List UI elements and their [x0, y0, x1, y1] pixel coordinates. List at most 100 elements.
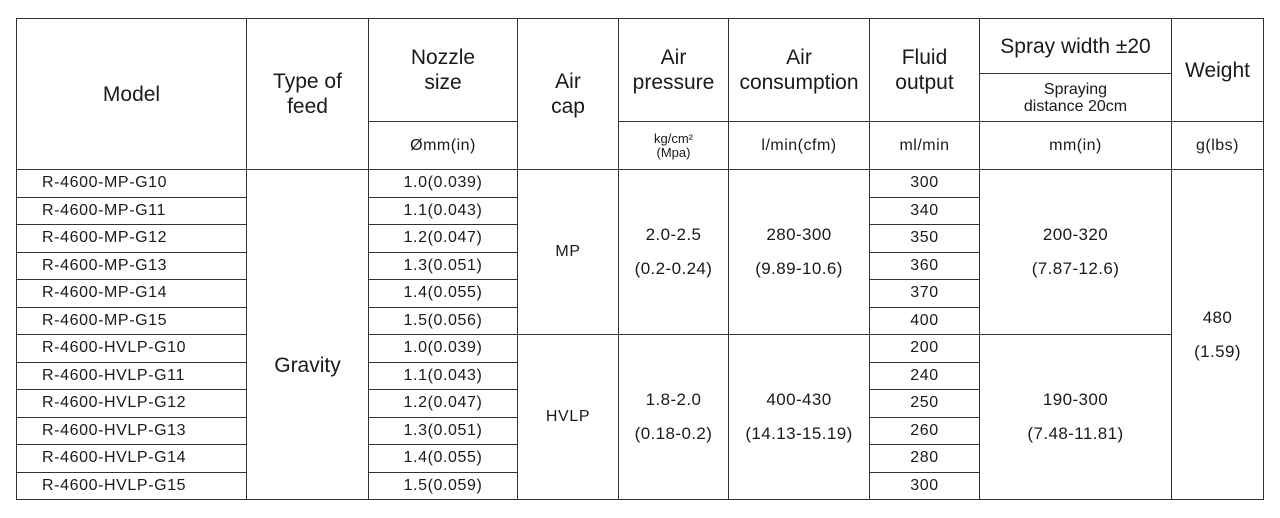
spray-width-cell: 200-320 (7.87-12.6) — [979, 169, 1172, 335]
feed-type-cell: Gravity — [246, 169, 369, 500]
model-cell: R-4600-MP-G11 — [16, 196, 247, 225]
units-row: Ømm(in) kg/cm² (Mpa) l/min(cfm) ml/min m… — [17, 121, 1264, 170]
unit-spray: mm(in) — [979, 121, 1172, 170]
header-type-of-feed-line1: Type of — [273, 70, 342, 93]
spec-table: Model Type of feed Nozzle size Air cap A… — [16, 18, 1264, 500]
nozzle-size-cell: 1.3(0.051) — [368, 416, 518, 445]
nozzle-size-cell: 1.5(0.056) — [368, 306, 518, 335]
unit-weight-text: g(lbs) — [1195, 136, 1239, 154]
unit-spray-text: mm(in) — [1049, 136, 1102, 154]
fluid-output-cell: 260 — [869, 416, 980, 445]
weight-cell: 480 (1.59) — [1171, 169, 1264, 500]
air-pressure-line1: 2.0-2.5 — [645, 225, 702, 244]
model-cell: R-4600-HVLP-G15 — [16, 471, 247, 500]
header-air-consumption-line1: Air — [786, 46, 812, 69]
fluid-output-cell: 250 — [869, 389, 980, 418]
air-cap-cell: HVLP — [517, 334, 619, 500]
fluid-output-cell: 200 — [869, 334, 980, 363]
header-spraying-distance: Spraying distance 20cm — [979, 73, 1172, 122]
header-type-of-feed-line2: feed — [287, 95, 328, 118]
header-row: Model Type of feed Nozzle size Air cap A… — [16, 18, 1264, 170]
header-weight-text: Weight — [1185, 58, 1250, 82]
header-fluid-output-line1: Fluid — [901, 46, 948, 69]
header-air-cap-line1: Air — [555, 70, 581, 93]
header-air-consumption-line2: consumption — [739, 71, 859, 94]
air-consumption-cell: 280-300 (9.89-10.6) — [728, 169, 870, 335]
model-cell: R-4600-MP-G15 — [16, 306, 247, 335]
nozzle-size-cell: 1.0(0.039) — [368, 334, 518, 363]
fluid-output-cell: 400 — [869, 306, 980, 335]
header-spraying-distance-line1: Spraying — [1043, 80, 1108, 98]
header-model: Model — [16, 18, 247, 170]
header-air-cap-line2: cap — [551, 95, 585, 118]
model-cell: R-4600-MP-G12 — [16, 224, 247, 253]
weight-value-line1: 480 — [1202, 307, 1233, 327]
header-air-pressure-line2: pressure — [632, 71, 715, 94]
nozzle-size-cell: 1.0(0.039) — [368, 169, 518, 198]
nozzle-size-cell: 1.3(0.051) — [368, 251, 518, 280]
nozzle-size-cell: 1.4(0.055) — [368, 279, 518, 308]
header-spraying-distance-line2: distance 20cm — [1023, 97, 1128, 115]
table-row: R-4600-HVLP-G15 1.5(0.059) 300 — [16, 471, 1264, 500]
model-cell: R-4600-HVLP-G10 — [16, 334, 247, 363]
spray-width-line1: 200-320 — [1042, 225, 1109, 244]
air-consumption-cell: 400-430 (14.13-15.19) — [728, 334, 870, 500]
air-consumption-line1: 400-430 — [766, 390, 832, 409]
header-spray-width: Spray width ±20 — [979, 18, 1172, 74]
unit-nozzle: Ømm(in) — [368, 121, 518, 170]
weight-value-line2: (1.59) — [1194, 341, 1241, 361]
table-row: R-4600-MP-G14 1.4(0.055) 370 — [16, 279, 1264, 308]
header-spray-width-text: Spray width ±20 — [1000, 34, 1151, 58]
nozzle-size-cell: 1.2(0.047) — [368, 224, 518, 253]
header-type-of-feed: Type of feed — [246, 18, 369, 170]
spray-width-line1: 190-300 — [1042, 390, 1109, 409]
fluid-output-cell: 340 — [869, 196, 980, 225]
air-pressure-cell: 2.0-2.5 (0.2-0.24) — [618, 169, 729, 335]
header-nozzle-size-line1: Nozzle — [410, 46, 476, 69]
spray-width-line2: (7.48-11.81) — [1027, 424, 1124, 443]
table-row: R-4600-MP-G11 1.1(0.043) 340 — [16, 196, 1264, 225]
model-cell: R-4600-HVLP-G13 — [16, 416, 247, 445]
header-air-pressure-line1: Air — [660, 46, 687, 69]
header-model-text: Model — [102, 82, 161, 106]
model-cell: R-4600-MP-G10 — [16, 169, 247, 198]
spray-width-line2: (7.87-12.6) — [1031, 259, 1120, 278]
unit-weight: g(lbs) — [1171, 121, 1264, 170]
unit-fluid: ml/min — [869, 121, 980, 170]
fluid-output-cell: 370 — [869, 279, 980, 308]
nozzle-size-cell: 1.5(0.059) — [368, 471, 518, 500]
spray-width-cell: 190-300 (7.48-11.81) — [979, 334, 1172, 500]
fluid-output-cell: 280 — [869, 444, 980, 473]
header-air-cap: Air cap — [517, 18, 619, 170]
unit-pressure-line1: kg/cm² — [654, 130, 693, 146]
nozzle-size-cell: 1.2(0.047) — [368, 389, 518, 418]
table-row: R-4600-MP-G15 1.5(0.056) 400 — [16, 306, 1264, 335]
fluid-output-cell: 350 — [869, 224, 980, 253]
nozzle-size-cell: 1.4(0.055) — [368, 444, 518, 473]
fluid-output-cell: 300 — [869, 169, 980, 198]
table-row: R-4600-HVLP-G12 1.2(0.047) 250 — [16, 389, 1264, 418]
table-row: R-4600-MP-G12 1.2(0.047) 350 — [16, 224, 1264, 253]
model-cell: R-4600-MP-G14 — [16, 279, 247, 308]
model-cell: R-4600-MP-G13 — [16, 251, 247, 280]
unit-pressure-line2: (Mpa) — [656, 144, 691, 160]
header-air-pressure: Air pressure — [618, 18, 729, 122]
table-row: R-4600-MP-G13 1.3(0.051) 360 — [16, 251, 1264, 280]
air-pressure-line2: (0.18-0.2) — [634, 424, 713, 443]
table-row: R-4600-HVLP-G10 1.0(0.039) HVLP 1.8-2.0 (0.1… — [16, 334, 1264, 500]
unit-fluid-text: ml/min — [899, 136, 950, 154]
air-consumption-line1: 280-300 — [766, 225, 832, 244]
fluid-output-cell: 300 — [869, 471, 980, 500]
unit-pressure: kg/cm² (Mpa) — [618, 121, 729, 170]
nozzle-size-cell: 1.1(0.043) — [368, 361, 518, 390]
model-cell: R-4600-HVLP-G14 — [16, 444, 247, 473]
unit-consumption-text: l/min(cfm) — [761, 136, 837, 154]
header-fluid-output: Fluid output — [869, 18, 980, 122]
header-row-sub: Spraying distance 20cm — [17, 73, 1264, 122]
air-pressure-line2: (0.2-0.24) — [634, 259, 713, 278]
header-fluid-output-line2: output — [895, 71, 954, 94]
air-consumption-line2: (14.13-15.19) — [745, 424, 853, 443]
air-pressure-line1: 1.8-2.0 — [645, 390, 702, 409]
nozzle-size-cell: 1.1(0.043) — [368, 196, 518, 225]
unit-nozzle-text: Ømm(in) — [410, 136, 476, 154]
